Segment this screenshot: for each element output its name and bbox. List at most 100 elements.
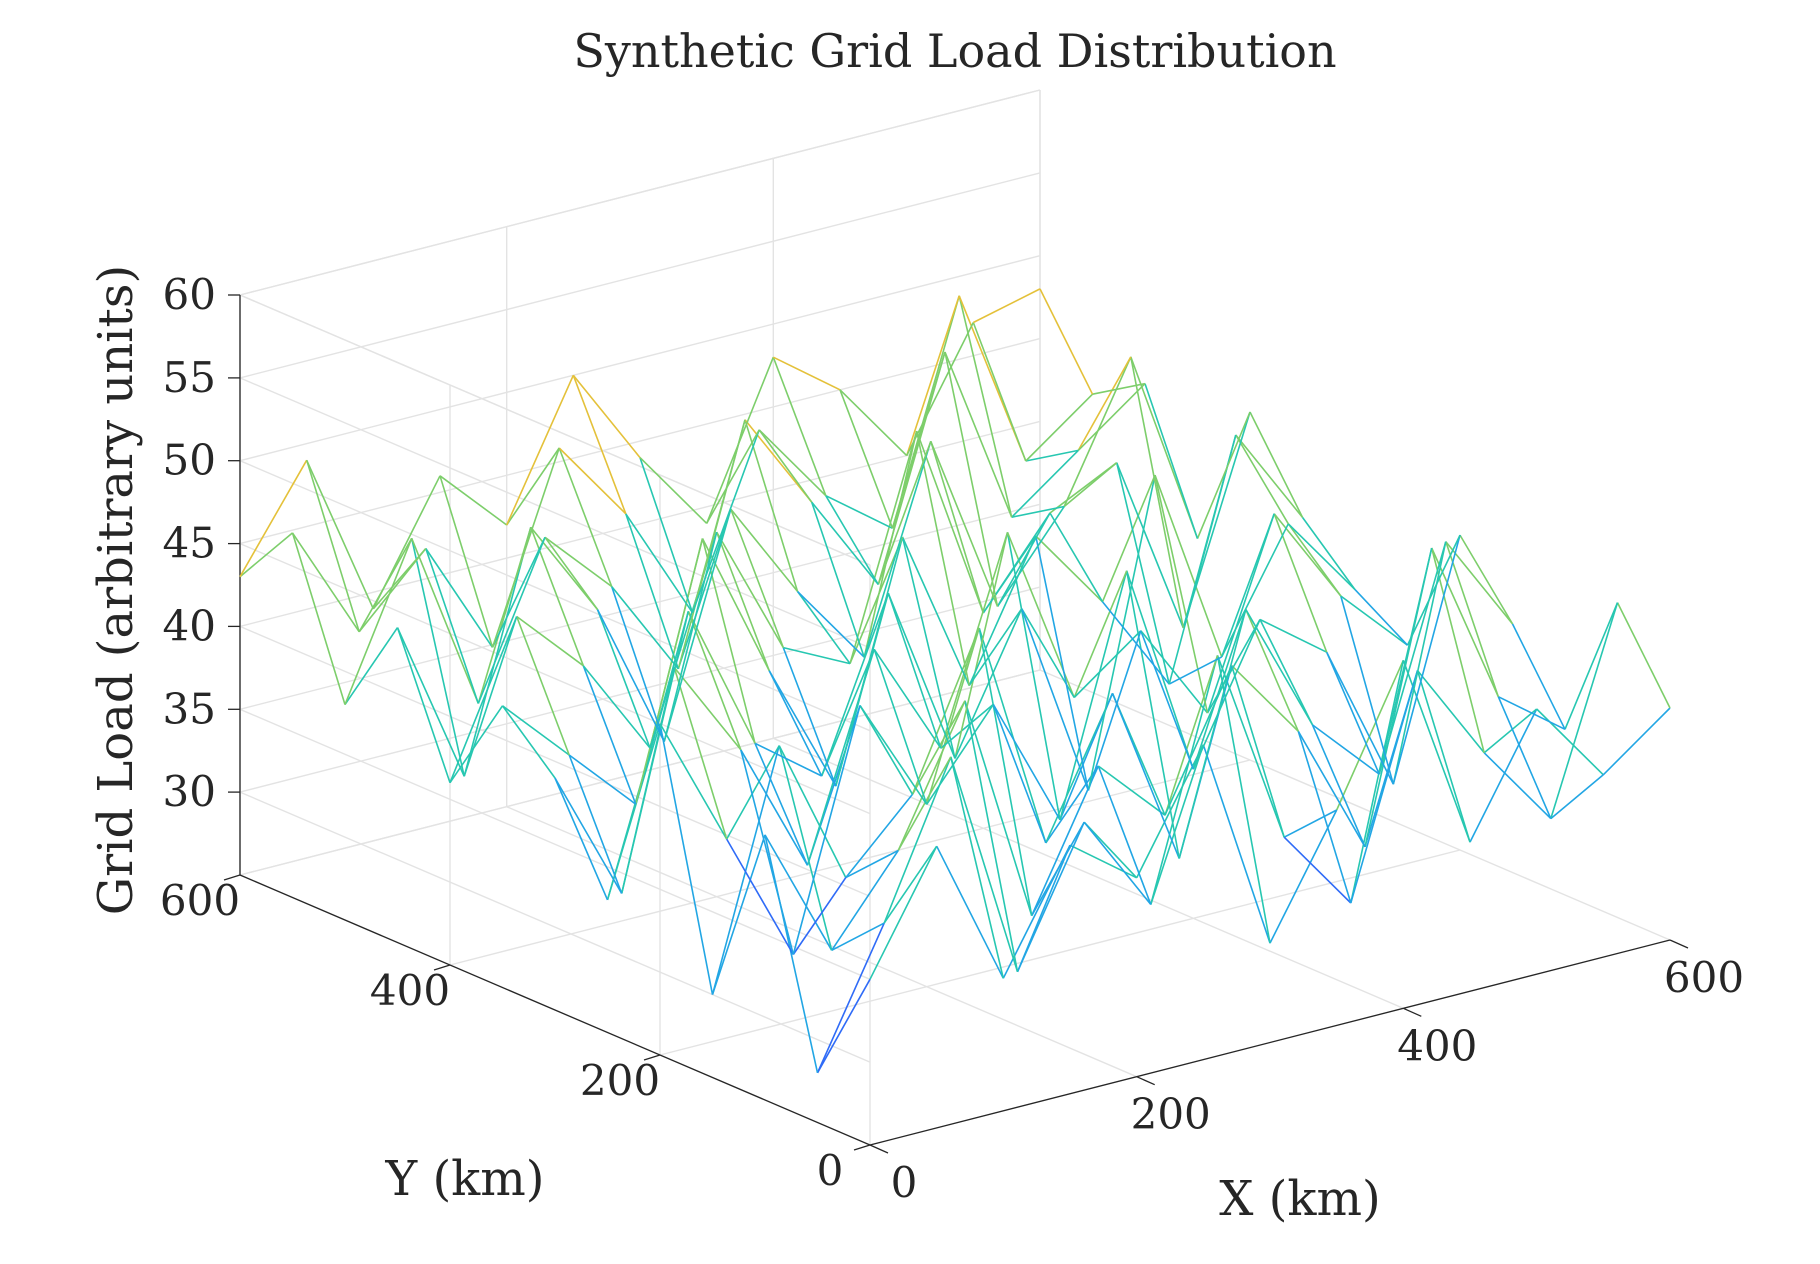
mesh-edge [859, 705, 928, 805]
mesh-edge [706, 429, 760, 524]
mesh-edge [491, 536, 546, 648]
mesh-edge [1340, 595, 1408, 646]
mesh-edge [582, 665, 651, 749]
grid-line-x [1039, 669, 1671, 941]
mesh-edge [1130, 356, 1185, 629]
mesh-edge [1392, 534, 1461, 785]
mesh-edge [1083, 821, 1152, 906]
mesh-edge [1283, 836, 1352, 904]
mesh-edge [1416, 670, 1471, 843]
mesh-edge [726, 838, 794, 955]
mesh-edge [501, 705, 556, 779]
mesh-edge [1416, 669, 1485, 754]
mesh-edge [1378, 547, 1433, 775]
mesh-edge [558, 447, 627, 515]
mesh-edge [982, 512, 1051, 614]
grid-line-z [239, 503, 1041, 710]
mesh-edge [831, 922, 885, 952]
mesh-edge [344, 538, 413, 705]
mesh-edge [711, 745, 780, 995]
mesh-edge [996, 506, 1065, 607]
grid-line-y [239, 669, 1041, 876]
mesh-edge [1406, 534, 1461, 646]
z-tick-label: 50 [163, 436, 216, 485]
mesh-edge [449, 616, 518, 783]
mesh-edge [1230, 665, 1285, 838]
mesh-edge [954, 608, 1023, 759]
x-tick-mark [1403, 1007, 1422, 1017]
mesh-edge [1259, 618, 1328, 653]
mesh-edge [901, 536, 956, 759]
mesh-edge [344, 627, 399, 706]
mesh-edge [863, 441, 932, 658]
axes [223, 294, 1689, 1154]
mesh-edge [816, 978, 871, 1074]
mesh-edge [944, 351, 1013, 518]
mesh-edge [964, 700, 1019, 972]
mesh-edge [1445, 541, 1500, 697]
mesh-edge [930, 441, 985, 614]
mesh-edge [1150, 655, 1219, 905]
mesh-edge [978, 627, 1047, 844]
mesh-edge [782, 647, 837, 787]
grid-line-y [449, 759, 1251, 966]
mesh-edge [1206, 619, 1261, 714]
mesh-edge [1550, 602, 1619, 819]
mesh-edge [1063, 462, 1118, 508]
mesh-edge [740, 749, 809, 866]
grid-lines [239, 89, 1671, 1146]
mesh-edge [772, 356, 827, 496]
mesh-edge [410, 538, 465, 777]
mesh-edge [1312, 724, 1380, 775]
mesh-edge [796, 590, 851, 665]
mesh-edge [1196, 411, 1251, 539]
mesh-edge [463, 526, 532, 777]
mesh-edge [1140, 630, 1209, 714]
mesh-edge [1430, 547, 1485, 753]
mesh-edge [1073, 570, 1128, 698]
mesh-edge [1287, 523, 1342, 597]
mesh-edge [687, 611, 742, 751]
mesh-edge [816, 922, 885, 1074]
mesh-edge [897, 756, 952, 851]
grid-line-z [239, 708, 871, 980]
mesh-edge [691, 429, 760, 613]
z-axis-label: Grid Load (arbitrary units) [88, 265, 144, 915]
mesh-edge [544, 536, 613, 588]
mesh-edge [711, 834, 766, 995]
mesh-edge [754, 742, 823, 777]
mesh-edge [1025, 393, 1094, 462]
mesh-edge [1035, 535, 1104, 603]
mesh-edge [544, 536, 599, 610]
mesh-edge [410, 538, 480, 704]
mesh-edge [940, 703, 994, 749]
mesh-edge [1073, 630, 1142, 699]
mesh-edge [1087, 630, 1142, 791]
mesh-edge [1550, 774, 1604, 820]
mesh-edge [820, 592, 890, 777]
mesh-edge [515, 616, 570, 756]
mesh-edge [291, 532, 346, 705]
mesh-edge [1016, 821, 1085, 973]
y-tick-label: 600 [160, 876, 240, 925]
mesh-edge [1564, 602, 1619, 730]
mesh-edge [740, 749, 795, 955]
grid-line-z [239, 172, 1041, 379]
mesh-edge [1259, 619, 1314, 726]
mesh-edge [1206, 513, 1275, 714]
mesh-edge [1035, 535, 1090, 791]
mesh-edge [873, 649, 928, 805]
grid-line-y [659, 849, 1461, 1056]
grid-line-z [239, 625, 871, 898]
mesh-edge [1101, 474, 1156, 603]
z-tick-label: 45 [163, 519, 216, 568]
mesh-edge [796, 590, 865, 658]
x-tick-mark [869, 1144, 889, 1154]
mesh-edge [744, 419, 799, 592]
mesh-edge [1101, 601, 1170, 685]
mesh-edge [1287, 523, 1356, 591]
mesh-edge [1069, 844, 1138, 879]
mesh-edge [1269, 809, 1338, 944]
mesh-surface [239, 288, 1671, 1074]
